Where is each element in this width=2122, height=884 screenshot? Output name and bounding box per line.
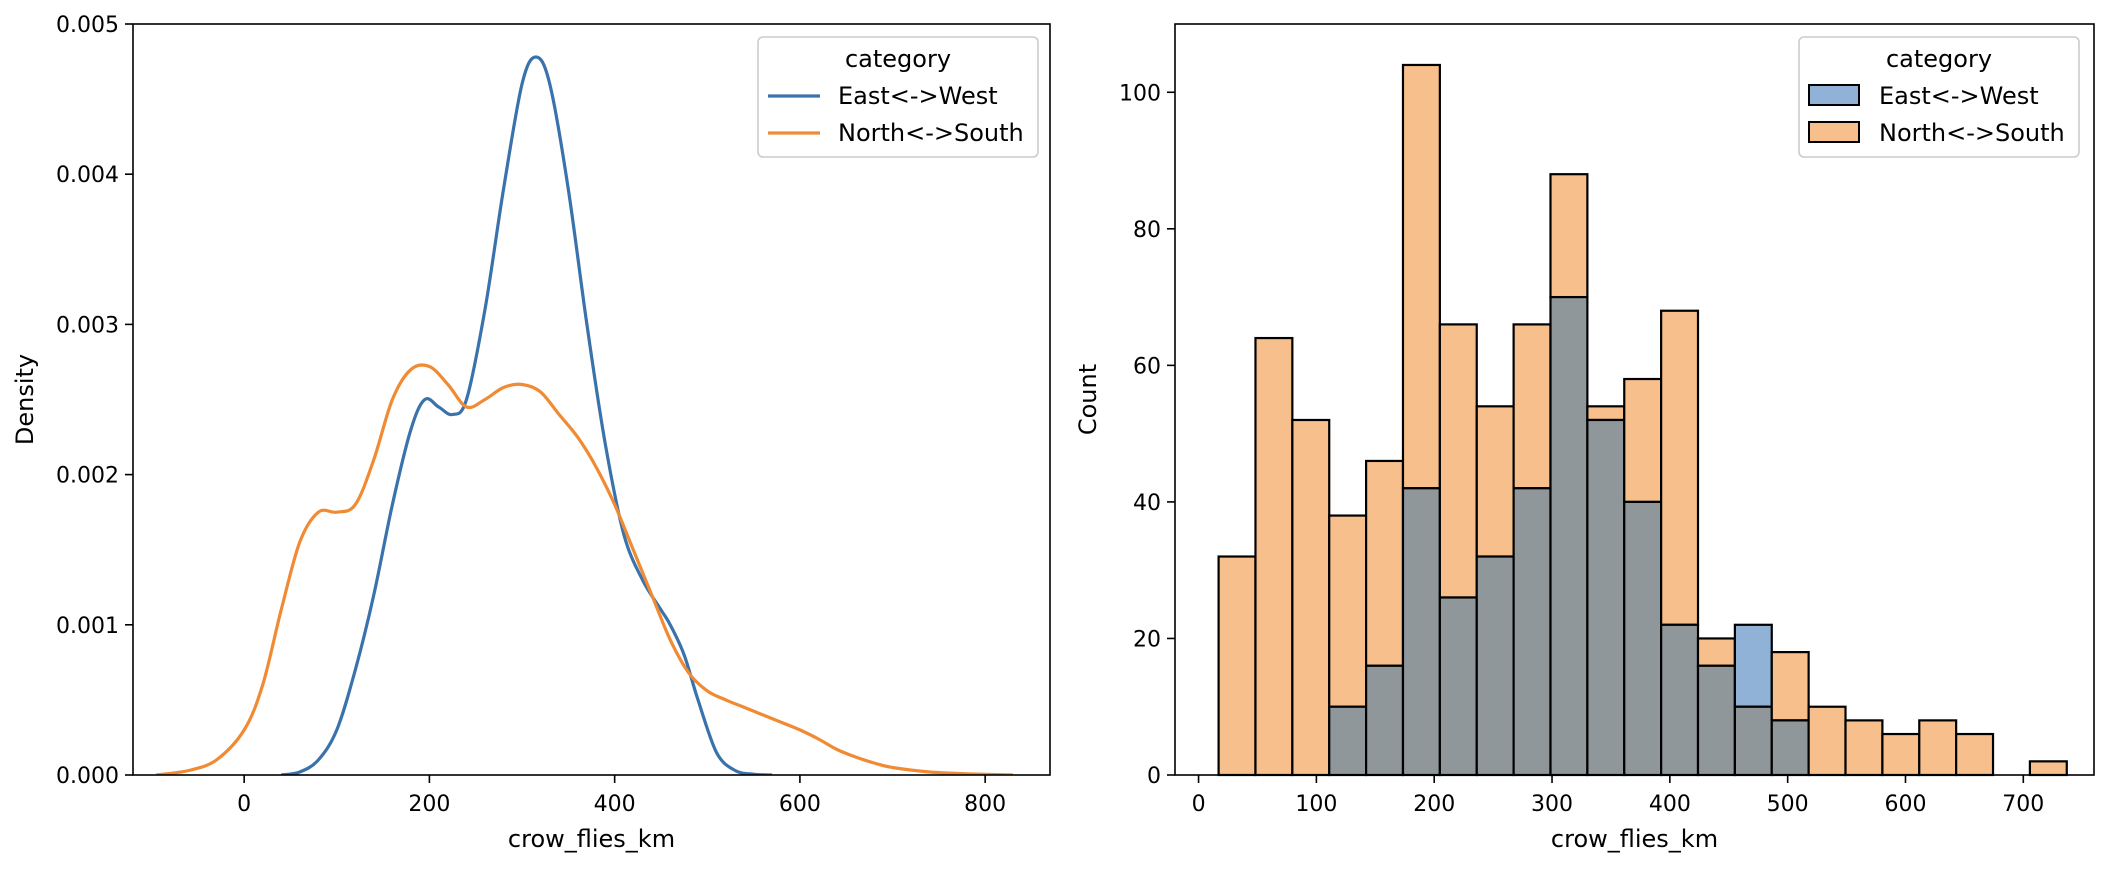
hist-bar-overlap [1623, 500, 1663, 777]
hist-bar-north-south [1623, 377, 1663, 504]
kde-xlabel: crow_flies_km [508, 825, 675, 853]
hist-bar-north-south [1291, 418, 1331, 777]
hist-ytick-label: 20 [1133, 627, 1161, 652]
hist-ytick-label: 0 [1147, 764, 1161, 789]
hist-bar-north-south [1328, 514, 1368, 708]
hist-xtick-label: 300 [1531, 792, 1573, 817]
hist-ytick-label: 60 [1133, 354, 1161, 379]
hist-bar-east-west [1733, 623, 1773, 708]
kde-legend-box [757, 36, 1039, 158]
kde-line-east-west [280, 55, 773, 775]
kde-ytick-label: 0.001 [56, 614, 119, 639]
hist-ytick-label: 100 [1119, 81, 1161, 106]
hist-legend-title: category [1886, 45, 1992, 73]
kde-chart: 0 200 400 600 800 0.000 0.001 0.002 0.003 0.004 0.… [11, 13, 1051, 853]
hist-bar-north-south [1365, 459, 1405, 667]
kde-axes-frame [132, 23, 1051, 776]
kde-curves [155, 55, 1013, 775]
kde-line-north-south [155, 363, 1013, 775]
hist-bar-north-south [1586, 405, 1626, 422]
hist-legend-box [1798, 36, 2080, 158]
hist-bar-north-south [1660, 309, 1700, 626]
hist-bar-north-south [1217, 555, 1257, 777]
hist-bar-north-south [1401, 63, 1441, 490]
hist-bar-overlap [1475, 555, 1515, 777]
hist-legend: category East<->West North<->South [1798, 36, 2080, 158]
histogram-chart: 0 100 200 300 400 500 600 700 0 20 40 60 80 100 crow_f… [1074, 23, 2095, 853]
hist-bar-north-south [1770, 651, 1810, 722]
hist-bar-overlap [1586, 418, 1626, 777]
hist-bar-north-south [1512, 323, 1552, 490]
hist-legend-swatch [1808, 84, 1860, 106]
kde-ytick-label: 0.003 [56, 313, 119, 338]
histogram-bars [1217, 63, 2068, 777]
hist-xtick-label: 400 [1649, 792, 1691, 817]
kde-xtick-label: 200 [408, 792, 450, 817]
kde-legend-title: category [845, 45, 951, 73]
hist-xtick-label: 700 [2002, 792, 2044, 817]
hist-bar-overlap [1660, 623, 1700, 777]
kde-legend-label: North<->South [838, 119, 1024, 147]
hist-xtick-label: 200 [1413, 792, 1455, 817]
hist-legend-label: East<->West [1879, 82, 2039, 110]
kde-legend-label: East<->West [838, 82, 998, 110]
kde-ytick-label: 0.000 [56, 764, 119, 789]
hist-xtick-label: 600 [1884, 792, 1926, 817]
hist-bar-overlap [1365, 664, 1405, 777]
kde-ytick-label: 0.005 [56, 13, 119, 38]
kde-xtick-label: 0 [237, 792, 251, 817]
hist-bar-overlap [1401, 487, 1441, 777]
kde-xtick-label: 800 [964, 792, 1006, 817]
kde-xtick-label: 600 [779, 792, 821, 817]
kde-ytick-label: 0.004 [56, 163, 119, 188]
hist-bar-overlap [1438, 596, 1478, 777]
hist-bar-north-south [1918, 719, 1958, 777]
hist-bar-overlap [1328, 705, 1368, 777]
hist-bar-north-south [1475, 405, 1515, 558]
hist-ytick-label: 40 [1133, 491, 1161, 516]
hist-xtick-label: 500 [1767, 792, 1809, 817]
hist-bar-overlap [1696, 664, 1736, 777]
hist-bar-overlap [1512, 487, 1552, 777]
hist-bar-north-south [2028, 760, 2068, 777]
hist-bar-north-south [1438, 323, 1478, 599]
hist-xlabel: crow_flies_km [1551, 825, 1718, 853]
hist-legend-swatch [1808, 121, 1860, 143]
hist-bar-north-south [1696, 637, 1736, 667]
kde-xtick-label: 400 [594, 792, 636, 817]
kde-ylabel: Density [11, 354, 39, 445]
hist-bar-overlap [1733, 705, 1773, 777]
hist-bar-north-south [1807, 705, 1847, 777]
hist-bar-overlap [1770, 719, 1810, 777]
hist-xtick-label: 100 [1295, 792, 1337, 817]
hist-ylabel: Count [1074, 364, 1102, 435]
hist-bar-north-south [1254, 336, 1294, 777]
hist-legend-label: North<->South [1879, 119, 2065, 147]
hist-bar-overlap [1549, 295, 1589, 777]
hist-bar-north-south [1955, 732, 1995, 777]
hist-ytick-label: 80 [1133, 218, 1161, 243]
kde-legend: category East<->West North<->South [757, 36, 1039, 158]
hist-axes-frame [1174, 23, 2095, 776]
hist-bar-north-south [1881, 732, 1921, 777]
kde-ytick-label: 0.002 [56, 464, 119, 489]
hist-bar-north-south [1844, 719, 1884, 777]
hist-xtick-label: 0 [1192, 792, 1206, 817]
hist-bar-north-south [1549, 173, 1589, 299]
